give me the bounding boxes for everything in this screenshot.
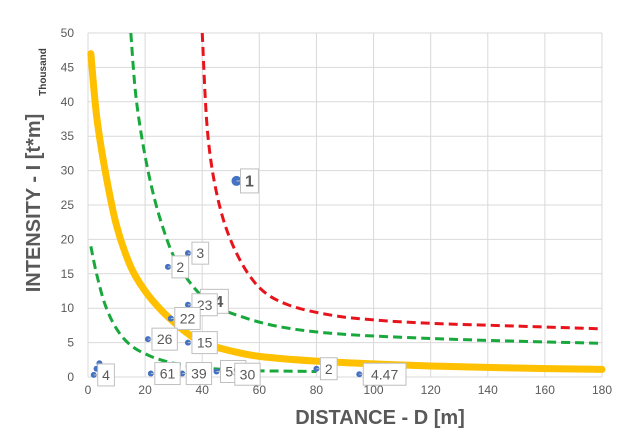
y-tick-label: 10	[61, 301, 75, 315]
x-tick-label: 140	[478, 383, 498, 397]
data-label: 2	[325, 361, 333, 377]
data-label: 4	[102, 367, 110, 383]
y-tick-label: 40	[61, 95, 75, 109]
y-tick-label: 30	[61, 164, 75, 178]
red-curve	[202, 33, 602, 329]
y-tick-label: 5	[67, 336, 74, 350]
y-tick-label: 35	[61, 129, 75, 143]
x-tick-label: 40	[196, 383, 210, 397]
x-tick-label: 0	[85, 383, 92, 397]
tick-labels: 0 20 40 60 80 100 120 140 160 180 0 5 10 15 20 25 30 35 40…	[61, 26, 613, 397]
x-tick-label: 120	[421, 383, 441, 397]
data-label: 39	[191, 366, 207, 382]
data-label: 30	[240, 366, 256, 382]
x-tick-label: 100	[364, 383, 384, 397]
data-label: 3	[196, 245, 204, 261]
data-label: 1	[245, 174, 254, 191]
data-label: 22	[180, 311, 196, 327]
data-label: 26	[157, 331, 173, 347]
y-tick-label: 50	[61, 26, 75, 40]
data-label: 15	[197, 335, 213, 351]
x-tick-label: 20	[138, 383, 152, 397]
y-tick-label: 45	[61, 60, 75, 74]
data-label: 4.47	[371, 366, 398, 382]
x-tick-label: 80	[310, 383, 324, 397]
orange-curve	[91, 54, 602, 370]
x-tick-label: 180	[592, 383, 612, 397]
y-axis-title: INTENSITY - I [t*m]	[23, 114, 45, 293]
curves	[91, 33, 602, 371]
x-axis-title: DISTANCE - D [m]	[295, 407, 465, 429]
data-label: 61	[160, 366, 176, 382]
y-tick-label: 0	[67, 370, 74, 384]
x-tick-label: 160	[535, 383, 555, 397]
y-tick-label: 15	[61, 267, 75, 281]
y-tick-label: 25	[61, 198, 75, 212]
y-unit-label: Thousand	[38, 48, 49, 96]
y-tick-label: 20	[61, 232, 75, 246]
data-label: 2	[176, 259, 184, 275]
x-tick-label: 60	[253, 383, 267, 397]
